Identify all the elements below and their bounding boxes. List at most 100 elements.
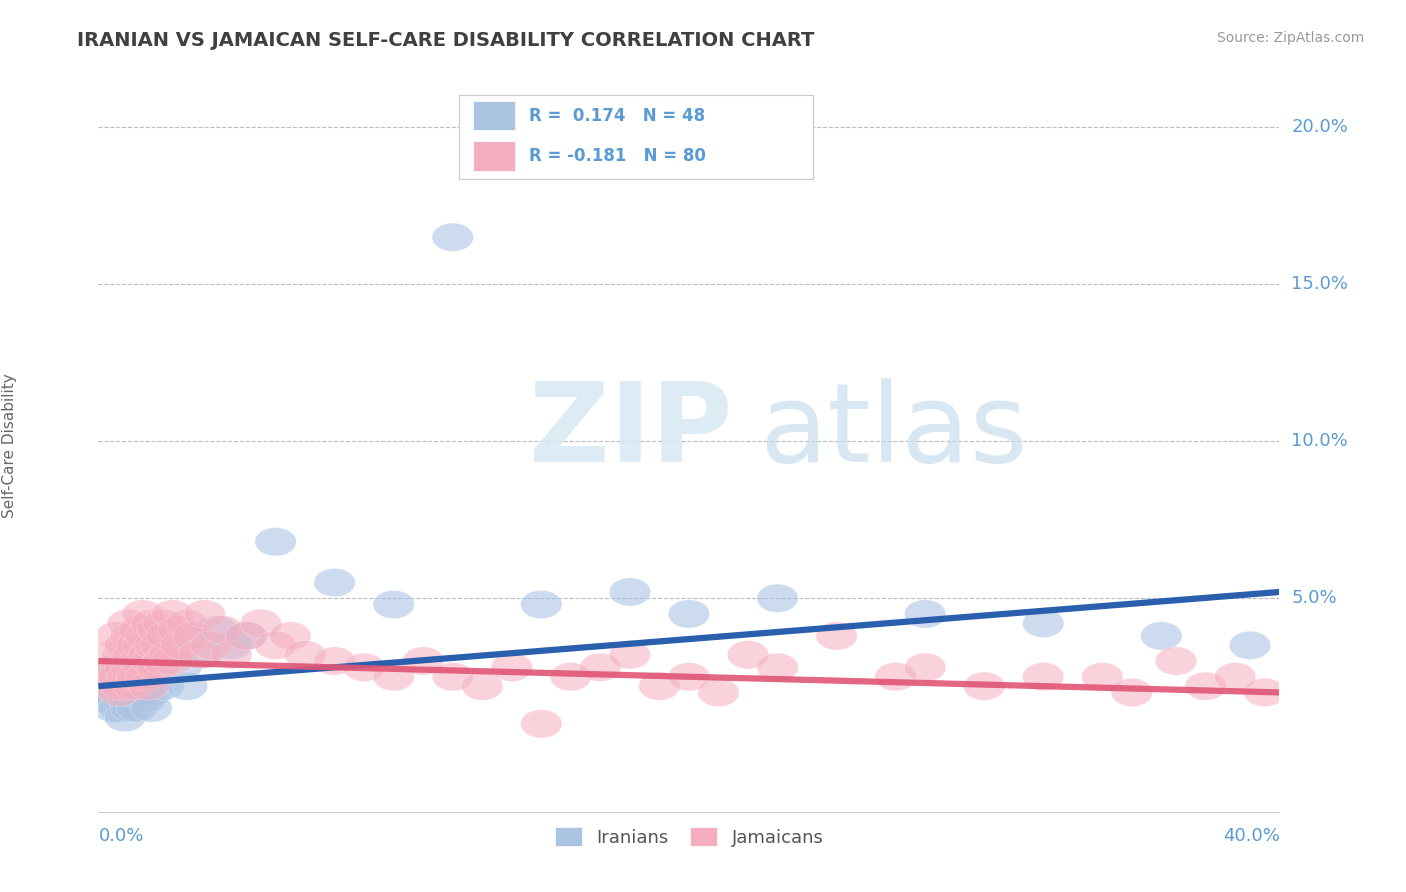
Ellipse shape — [314, 647, 356, 675]
Ellipse shape — [963, 672, 1005, 700]
Ellipse shape — [160, 632, 202, 659]
Ellipse shape — [101, 653, 143, 681]
Ellipse shape — [270, 622, 311, 650]
Ellipse shape — [117, 678, 157, 706]
Ellipse shape — [104, 653, 146, 681]
Ellipse shape — [128, 663, 169, 691]
Legend: Iranians, Jamaicans: Iranians, Jamaicans — [547, 820, 831, 854]
Ellipse shape — [1156, 647, 1197, 675]
Ellipse shape — [101, 684, 143, 713]
Ellipse shape — [668, 663, 710, 691]
Ellipse shape — [166, 672, 208, 700]
Ellipse shape — [104, 632, 146, 659]
Ellipse shape — [152, 599, 193, 628]
Text: Source: ZipAtlas.com: Source: ZipAtlas.com — [1216, 31, 1364, 45]
Text: 5.0%: 5.0% — [1291, 590, 1337, 607]
Ellipse shape — [520, 591, 562, 619]
Ellipse shape — [609, 640, 651, 669]
Ellipse shape — [96, 663, 136, 691]
Ellipse shape — [122, 632, 163, 659]
Ellipse shape — [96, 684, 136, 713]
Ellipse shape — [117, 632, 157, 659]
Ellipse shape — [152, 632, 193, 659]
Ellipse shape — [104, 678, 146, 706]
Ellipse shape — [904, 599, 946, 628]
Ellipse shape — [131, 647, 173, 675]
Ellipse shape — [157, 615, 198, 644]
Ellipse shape — [104, 704, 146, 731]
Ellipse shape — [112, 672, 155, 700]
Ellipse shape — [98, 694, 139, 723]
Ellipse shape — [122, 672, 163, 700]
Ellipse shape — [727, 640, 769, 669]
Ellipse shape — [240, 609, 281, 638]
Text: 40.0%: 40.0% — [1223, 828, 1279, 846]
Ellipse shape — [131, 678, 173, 706]
Ellipse shape — [402, 647, 444, 675]
Ellipse shape — [110, 694, 152, 723]
Ellipse shape — [117, 663, 157, 691]
Text: 20.0%: 20.0% — [1291, 119, 1348, 136]
Ellipse shape — [638, 672, 681, 700]
Ellipse shape — [1185, 672, 1226, 700]
Ellipse shape — [96, 653, 136, 681]
Ellipse shape — [139, 632, 181, 659]
Ellipse shape — [184, 599, 225, 628]
Ellipse shape — [125, 684, 166, 713]
Ellipse shape — [756, 584, 799, 613]
Ellipse shape — [136, 653, 179, 681]
Ellipse shape — [1022, 609, 1064, 638]
Ellipse shape — [120, 615, 160, 644]
Ellipse shape — [815, 622, 858, 650]
Ellipse shape — [1244, 678, 1285, 706]
Ellipse shape — [98, 672, 139, 700]
Ellipse shape — [93, 678, 134, 706]
Ellipse shape — [122, 599, 163, 628]
Ellipse shape — [110, 622, 152, 650]
Ellipse shape — [101, 640, 143, 669]
Ellipse shape — [84, 663, 125, 691]
Ellipse shape — [143, 609, 184, 638]
Ellipse shape — [96, 622, 136, 650]
Ellipse shape — [373, 591, 415, 619]
Ellipse shape — [101, 672, 143, 700]
Text: IRANIAN VS JAMAICAN SELF-CARE DISABILITY CORRELATION CHART: IRANIAN VS JAMAICAN SELF-CARE DISABILITY… — [77, 31, 814, 50]
Ellipse shape — [122, 640, 163, 669]
Ellipse shape — [143, 672, 184, 700]
Ellipse shape — [432, 223, 474, 252]
Ellipse shape — [190, 632, 232, 659]
Ellipse shape — [146, 622, 187, 650]
Ellipse shape — [107, 663, 149, 691]
Text: ZIP: ZIP — [530, 378, 733, 485]
Ellipse shape — [211, 640, 252, 669]
Ellipse shape — [1229, 632, 1271, 659]
Ellipse shape — [1215, 663, 1256, 691]
Ellipse shape — [90, 672, 131, 700]
Ellipse shape — [143, 647, 184, 675]
Ellipse shape — [254, 632, 297, 659]
Ellipse shape — [1140, 622, 1182, 650]
Ellipse shape — [128, 640, 169, 669]
Ellipse shape — [550, 663, 592, 691]
Ellipse shape — [107, 684, 149, 713]
Ellipse shape — [225, 622, 267, 650]
Ellipse shape — [225, 622, 267, 650]
Ellipse shape — [668, 599, 710, 628]
Ellipse shape — [110, 653, 152, 681]
Ellipse shape — [131, 609, 173, 638]
Ellipse shape — [136, 615, 179, 644]
Ellipse shape — [110, 672, 152, 700]
Ellipse shape — [131, 694, 173, 723]
Ellipse shape — [314, 568, 356, 597]
Ellipse shape — [160, 653, 202, 681]
Ellipse shape — [284, 640, 326, 669]
Ellipse shape — [904, 653, 946, 681]
Ellipse shape — [120, 647, 160, 675]
Ellipse shape — [756, 653, 799, 681]
Ellipse shape — [579, 653, 621, 681]
Ellipse shape — [195, 615, 238, 644]
Ellipse shape — [166, 622, 208, 650]
Ellipse shape — [1111, 678, 1153, 706]
Ellipse shape — [697, 678, 740, 706]
Ellipse shape — [520, 710, 562, 738]
